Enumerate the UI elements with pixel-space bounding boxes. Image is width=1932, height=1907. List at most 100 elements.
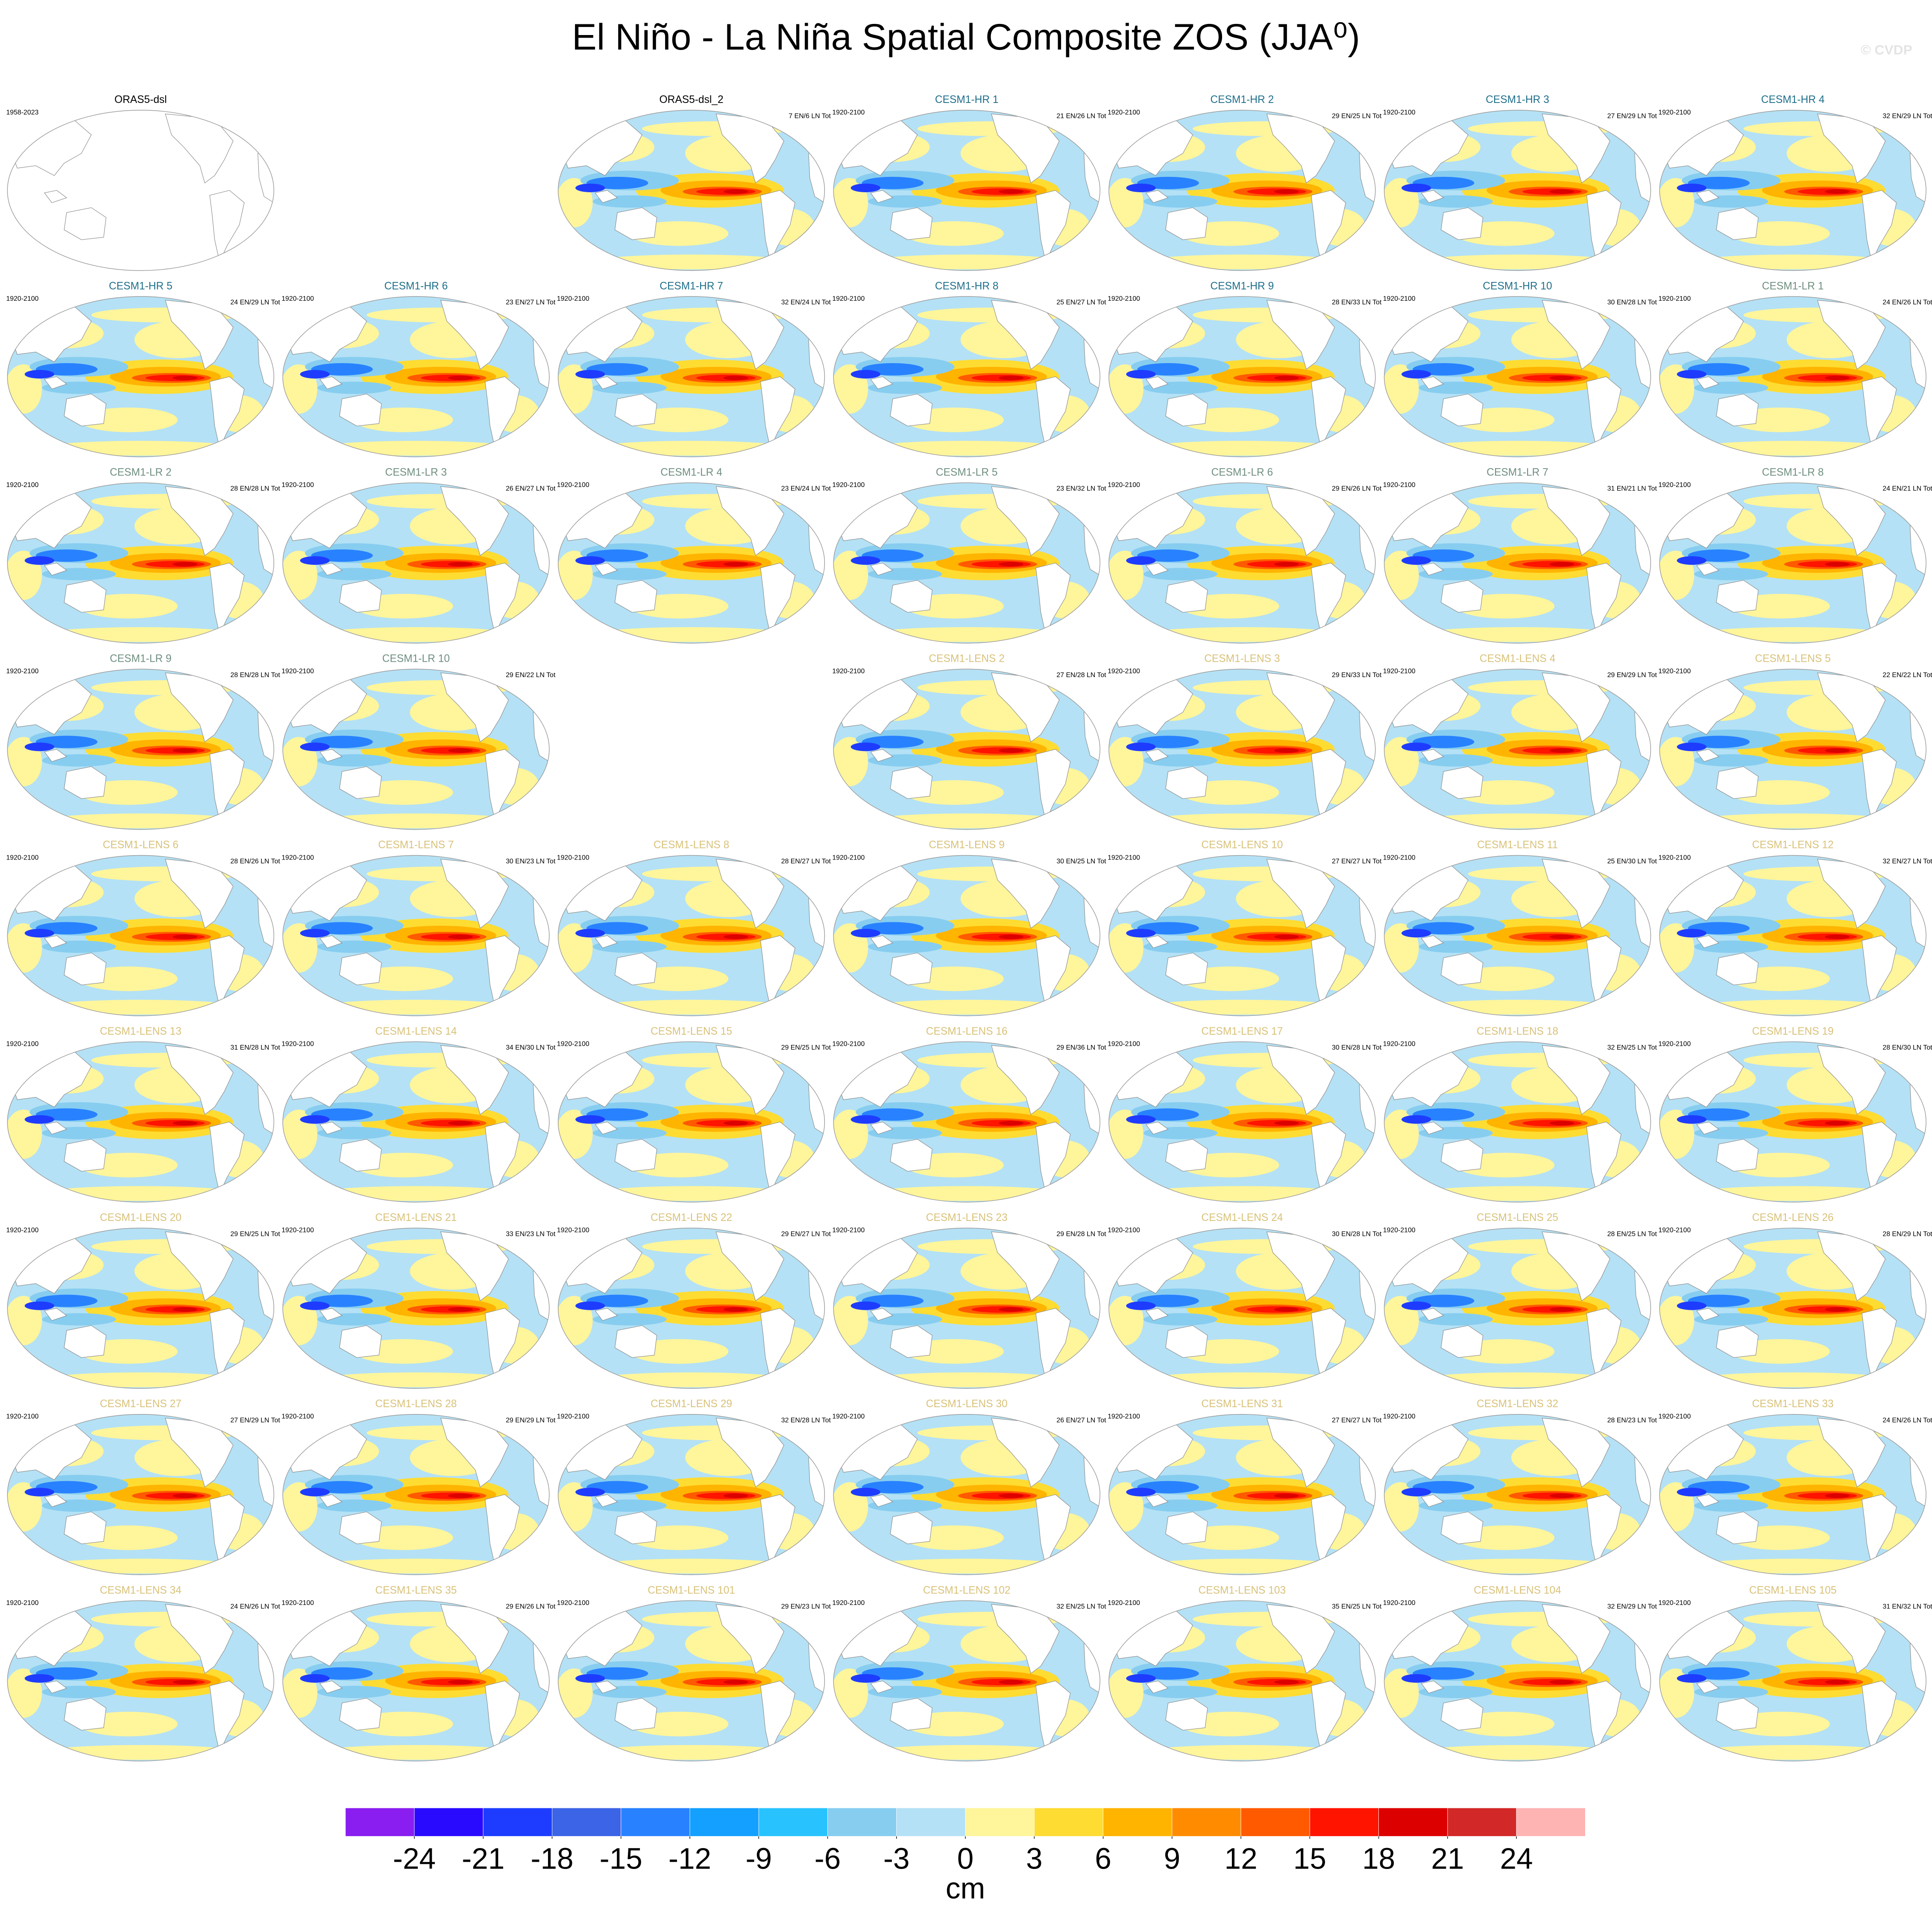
panel-count: 31 EN/32 LN Tot — [1882, 1603, 1932, 1611]
panel-period: 1920-2100 — [832, 1599, 865, 1607]
map-panel: CESM1-LENS 23 1920-2100 29 EN/28 LN Tot — [831, 1212, 1106, 1391]
panel-title: CESM1-LR 6 — [1211, 467, 1273, 478]
map — [1106, 666, 1378, 832]
panel-period: 1958-2023 — [6, 109, 38, 116]
map — [5, 1412, 276, 1577]
panel-period: 1920-2100 — [6, 1227, 38, 1234]
panel-period: 1920-2100 — [1108, 109, 1140, 116]
panel-title: CESM1-LR 3 — [385, 467, 447, 478]
panel-title: CESM1-LENS 6 — [103, 839, 179, 851]
map-panel: CESM1-LENS 35 1920-2100 29 EN/26 LN Tot — [280, 1584, 556, 1763]
panel-period: 1920-2100 — [1383, 668, 1416, 675]
panel-period: 1920-2100 — [6, 1599, 38, 1607]
panel-period: 1920-2100 — [557, 854, 589, 861]
panel-title: CESM1-LENS 23 — [926, 1212, 1008, 1223]
panel-count: 29 EN/25 LN Tot — [781, 1044, 831, 1051]
panel-count: 24 EN/26 LN Tot — [1882, 299, 1932, 306]
panel-title: CESM1-LR 8 — [1762, 467, 1824, 478]
map-panel: CESM1-LENS 9 1920-2100 30 EN/25 LN Tot — [831, 839, 1106, 1018]
panel-period: 1920-2100 — [832, 295, 865, 302]
map-panel: CESM1-LENS 31 1920-2100 27 EN/27 LN Tot — [1106, 1398, 1382, 1577]
panel-count: 28 EN/30 LN Tot — [1882, 1044, 1932, 1051]
panel-period: 1920-2100 — [832, 1413, 865, 1420]
panel-count: 35 EN/25 LN Tot — [1332, 1603, 1382, 1611]
panel-count: 26 EN/27 LN Tot — [1056, 1417, 1106, 1424]
panel-title: CESM1-LENS 19 — [1752, 1026, 1834, 1037]
map-panel: CESM1-LENS 3 1920-2100 29 EN/33 LN Tot — [1106, 653, 1382, 832]
panel-count: 29 EN/23 LN Tot — [781, 1603, 831, 1611]
map — [831, 294, 1102, 459]
map-panel: CESM1-LENS 12 1920-2100 32 EN/27 LN Tot — [1657, 839, 1932, 1018]
map — [5, 1039, 276, 1205]
map — [5, 666, 276, 832]
map-panel: CESM1-LENS 27 1920-2100 27 EN/29 LN Tot — [5, 1398, 280, 1577]
map-panel: CESM1-LR 9 1920-2100 28 EN/28 LN Tot — [5, 653, 280, 832]
panel-period: 1920-2100 — [1658, 481, 1691, 489]
panel-title: ORAS5-dsl — [114, 94, 167, 106]
panel-count: 32 EN/27 LN Tot — [1882, 858, 1932, 865]
map-panel: CESM1-HR 3 1920-2100 27 EN/29 LN Tot — [1382, 94, 1657, 273]
panel-title: CESM1-LENS 9 — [929, 839, 1005, 851]
map — [1382, 1226, 1653, 1391]
map — [280, 853, 551, 1018]
panel-title: CESM1-LENS 33 — [1752, 1398, 1834, 1410]
panel-period: 1920-2100 — [1658, 295, 1691, 302]
colorbar-box — [621, 1807, 690, 1837]
panel-title: CESM1-LENS 26 — [1752, 1212, 1834, 1223]
map — [1106, 294, 1378, 459]
panel-period: 1920-2100 — [1383, 1040, 1416, 1047]
map — [1382, 480, 1653, 645]
map-panel: CESM1-LENS 16 1920-2100 29 EN/36 LN Tot — [831, 1026, 1106, 1205]
panel-title: CESM1-LENS 24 — [1201, 1212, 1283, 1223]
map — [280, 480, 551, 645]
map — [556, 480, 827, 645]
panel-period: 1920-2100 — [1108, 1413, 1140, 1420]
colorbar-tick-label: -9 — [745, 1842, 772, 1875]
map-panel: CESM1-LENS 18 1920-2100 32 EN/25 LN Tot — [1382, 1026, 1657, 1205]
colorbar-tick-label: 6 — [1095, 1842, 1111, 1875]
colorbar-label: cm — [946, 1872, 985, 1905]
colorbar-tick-label: 0 — [957, 1842, 974, 1875]
map-panel: CESM1-LENS 13 1920-2100 31 EN/28 LN Tot — [5, 1026, 280, 1205]
panel-count: 29 EN/26 LN Tot — [506, 1603, 556, 1611]
panel-title: CESM1-LENS 101 — [648, 1584, 735, 1596]
panel-title: CESM1-LENS 15 — [651, 1026, 732, 1037]
colorbar-tick-label: 3 — [1026, 1842, 1043, 1875]
panel-count: 27 EN/29 LN Tot — [1607, 113, 1657, 120]
panel-period: 1920-2100 — [1108, 1599, 1140, 1607]
panel-count: 28 EN/27 LN Tot — [781, 858, 831, 865]
panel-title: ORAS5-dsl_2 — [660, 94, 724, 106]
panel-count: 7 EN/6 LN Tot — [789, 113, 831, 120]
map-panel: CESM1-LENS 105 1920-2100 31 EN/32 LN Tot — [1657, 1584, 1932, 1763]
map-panel: CESM1-LENS 102 1920-2100 32 EN/25 LN Tot — [831, 1584, 1106, 1763]
panel-count: 30 EN/28 LN Tot — [1332, 1230, 1382, 1238]
panel-period: 1920-2100 — [1383, 1227, 1416, 1234]
panel-count: 28 EN/26 LN Tot — [230, 858, 280, 865]
map-panel: CESM1-LENS 33 1920-2100 24 EN/26 LN Tot — [1657, 1398, 1932, 1577]
map — [280, 1226, 551, 1391]
map-panel: CESM1-LR 1 1920-2100 24 EN/26 LN Tot — [1657, 280, 1932, 459]
colorbar-box — [689, 1807, 759, 1837]
map-panel: CESM1-LENS 19 1920-2100 28 EN/30 LN Tot — [1657, 1026, 1932, 1205]
map — [5, 480, 276, 645]
panel-title: CESM1-LENS 8 — [654, 839, 729, 851]
panel-count: 29 EN/29 LN Tot — [1607, 672, 1657, 679]
map-panel: CESM1-HR 10 1920-2100 30 EN/28 LN Tot — [1382, 280, 1657, 459]
map — [831, 1598, 1102, 1763]
panel-period: 1920-2100 — [6, 854, 38, 861]
panel-period: 1920-2100 — [6, 295, 38, 302]
panel-title: CESM1-LR 2 — [110, 467, 172, 478]
panel-count: 27 EN/27 LN Tot — [1332, 1417, 1382, 1424]
map — [1382, 1039, 1653, 1205]
panel-title: CESM1-LR 4 — [660, 467, 722, 478]
panel-period: 1920-2100 — [1108, 481, 1140, 489]
panel-title: CESM1-HR 3 — [1486, 94, 1549, 106]
map-panel: CESM1-LENS 34 1920-2100 24 EN/26 LN Tot — [5, 1584, 280, 1763]
panel-count: 24 EN/26 LN Tot — [230, 1603, 280, 1611]
panel-count: 32 EN/25 LN Tot — [1056, 1603, 1106, 1611]
colorbar-tick-label: -18 — [531, 1842, 573, 1875]
panel-title: CESM1-LENS 27 — [100, 1398, 182, 1410]
map — [280, 1039, 551, 1205]
panel-title: CESM1-HR 2 — [1211, 94, 1274, 106]
map — [831, 666, 1102, 832]
